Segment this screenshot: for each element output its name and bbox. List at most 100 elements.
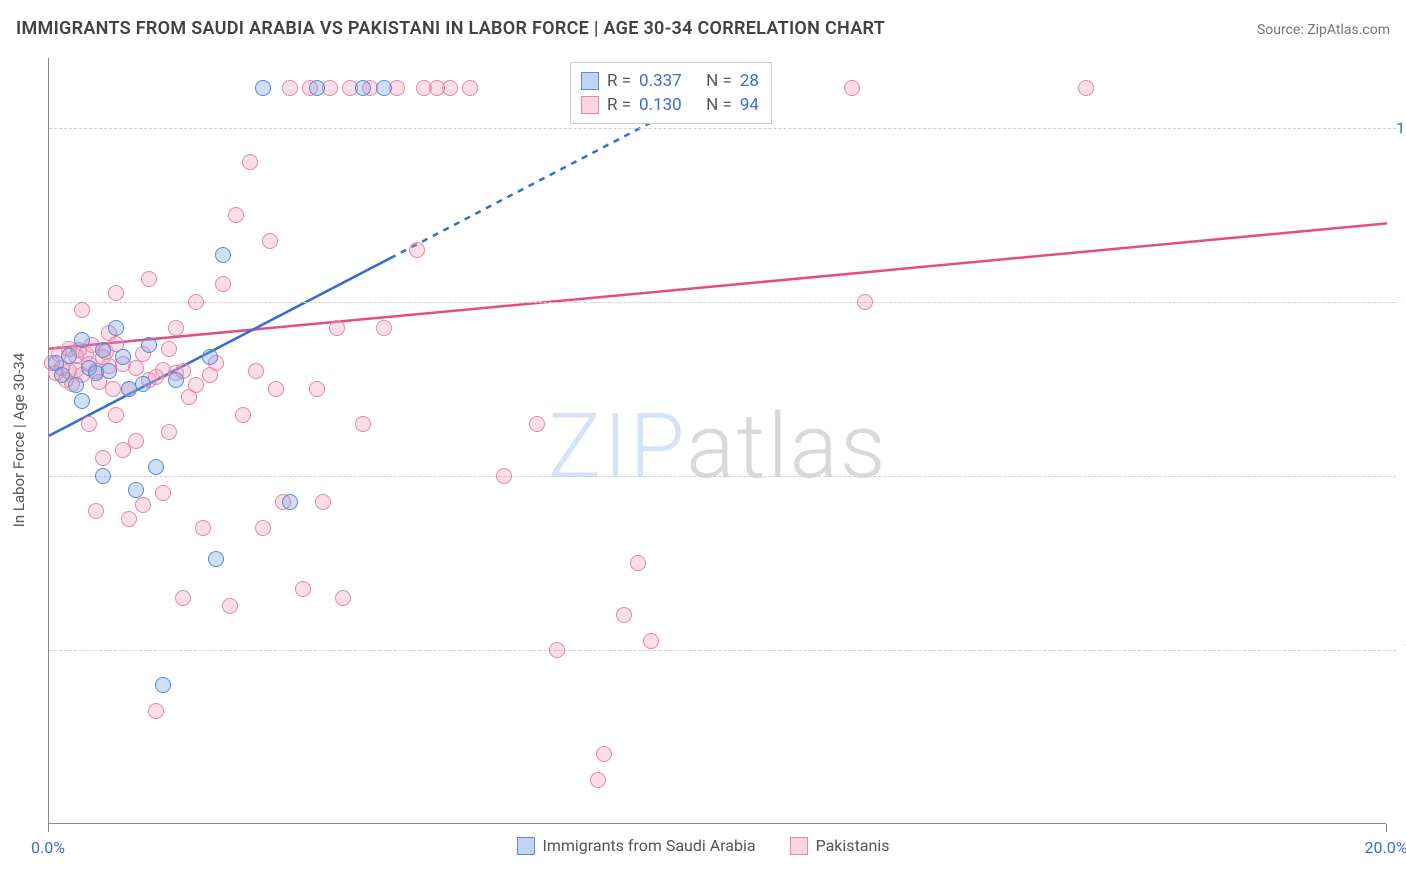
data-point-saudi <box>376 80 392 96</box>
data-point-pakistani <box>128 433 144 449</box>
trendlines-svg <box>49 58 1386 823</box>
x-tick-mark <box>48 824 49 832</box>
data-point-pakistani <box>1078 80 1094 96</box>
data-point-saudi <box>215 247 231 263</box>
data-point-saudi <box>148 459 164 475</box>
series-swatch-saudi <box>517 837 535 855</box>
series-swatch-pakistani <box>790 837 808 855</box>
data-point-pakistani <box>108 407 124 423</box>
data-point-saudi <box>355 80 371 96</box>
data-point-pakistani <box>355 416 371 432</box>
legend-n-label: N = <box>706 71 732 91</box>
data-point-pakistani <box>529 416 545 432</box>
correlation-legend: R = 0.337 N = 28 R = 0.130 N = 94 <box>570 62 772 124</box>
data-point-pakistani <box>329 320 345 336</box>
data-point-saudi <box>141 337 157 353</box>
data-point-saudi <box>135 376 151 392</box>
data-point-saudi <box>115 349 131 365</box>
legend-r-pakistani: 0.130 <box>639 95 682 115</box>
data-point-pakistani <box>168 320 184 336</box>
data-point-pakistani <box>630 555 646 571</box>
data-point-pakistani <box>844 80 860 96</box>
data-point-pakistani <box>255 520 271 536</box>
data-point-pakistani <box>121 511 137 527</box>
data-point-saudi <box>282 494 298 510</box>
data-point-saudi <box>155 677 171 693</box>
data-point-pakistani <box>590 772 606 788</box>
data-point-pakistani <box>95 450 111 466</box>
data-point-pakistani <box>141 271 157 287</box>
legend-row-saudi: R = 0.337 N = 28 <box>581 69 759 93</box>
data-point-pakistani <box>462 80 478 96</box>
data-point-pakistani <box>376 320 392 336</box>
legend-r-saudi: 0.337 <box>639 71 682 91</box>
gridline-h <box>49 650 1396 651</box>
data-point-pakistani <box>74 302 90 318</box>
data-point-saudi <box>108 320 124 336</box>
data-point-pakistani <box>549 642 565 658</box>
data-point-pakistani <box>215 276 231 292</box>
y-axis-label: In Labor Force | Age 30-34 <box>10 353 28 527</box>
data-point-pakistani <box>161 341 177 357</box>
data-point-pakistani <box>128 360 144 376</box>
data-point-pakistani <box>195 520 211 536</box>
chart-title: IMMIGRANTS FROM SAUDI ARABIA VS PAKISTAN… <box>16 18 885 39</box>
data-point-pakistani <box>442 80 458 96</box>
data-point-pakistani <box>242 154 258 170</box>
gridline-h <box>49 128 1396 129</box>
data-point-pakistani <box>616 607 632 623</box>
source-label: Source: ZipAtlas.com <box>1257 22 1390 38</box>
data-point-pakistani <box>88 503 104 519</box>
series-legend-saudi: Immigrants from Saudi Arabia <box>517 836 756 855</box>
data-point-saudi <box>202 349 218 365</box>
data-point-pakistani <box>248 363 264 379</box>
data-point-pakistani <box>643 633 659 649</box>
data-point-pakistani <box>235 407 251 423</box>
legend-r-label: R = <box>607 71 631 91</box>
data-point-pakistani <box>155 485 171 501</box>
data-point-saudi <box>74 332 90 348</box>
data-point-saudi <box>309 80 325 96</box>
data-point-pakistani <box>282 80 298 96</box>
gridline-h <box>49 302 1396 303</box>
data-point-saudi <box>128 482 144 498</box>
data-point-pakistani <box>81 416 97 432</box>
legend-n-saudi: 28 <box>740 71 759 91</box>
legend-swatch-pakistani <box>581 96 599 114</box>
gridline-h <box>49 476 1396 477</box>
legend-n-pakistani: 94 <box>740 95 759 115</box>
series-label-pakistani: Pakistanis <box>816 836 890 855</box>
data-point-pakistani <box>188 294 204 310</box>
data-point-pakistani <box>309 381 325 397</box>
data-point-pakistani <box>228 207 244 223</box>
chart-container: IMMIGRANTS FROM SAUDI ARABIA VS PAKISTAN… <box>0 0 1406 892</box>
y-tick-label: 100.0% <box>1396 118 1406 137</box>
legend-row-pakistani: R = 0.130 N = 94 <box>581 93 759 117</box>
legend-n-label: N = <box>706 95 732 115</box>
data-point-saudi <box>95 468 111 484</box>
data-point-saudi <box>208 551 224 567</box>
data-point-pakistani <box>295 581 311 597</box>
series-legend: Immigrants from Saudi Arabia Pakistanis <box>0 836 1406 855</box>
data-point-saudi <box>61 348 77 364</box>
data-point-pakistani <box>268 381 284 397</box>
plot-area: ZIPatlas 70.0%80.0%90.0%100.0% <box>48 58 1386 824</box>
data-point-pakistani <box>596 746 612 762</box>
data-point-pakistani <box>315 494 331 510</box>
data-point-pakistani <box>222 598 238 614</box>
data-point-pakistani <box>175 590 191 606</box>
data-point-pakistani <box>108 285 124 301</box>
data-point-saudi <box>168 372 184 388</box>
trend-line <box>390 122 651 258</box>
data-point-pakistani <box>857 294 873 310</box>
data-point-saudi <box>95 342 111 358</box>
x-tick-mark <box>1386 824 1387 832</box>
legend-swatch-saudi <box>581 72 599 90</box>
series-legend-pakistani: Pakistanis <box>790 836 890 855</box>
data-point-pakistani <box>262 233 278 249</box>
data-point-pakistani <box>409 242 425 258</box>
data-point-pakistani <box>188 377 204 393</box>
data-point-pakistani <box>496 468 512 484</box>
title-bar: IMMIGRANTS FROM SAUDI ARABIA VS PAKISTAN… <box>16 18 1390 39</box>
data-point-pakistani <box>135 497 151 513</box>
